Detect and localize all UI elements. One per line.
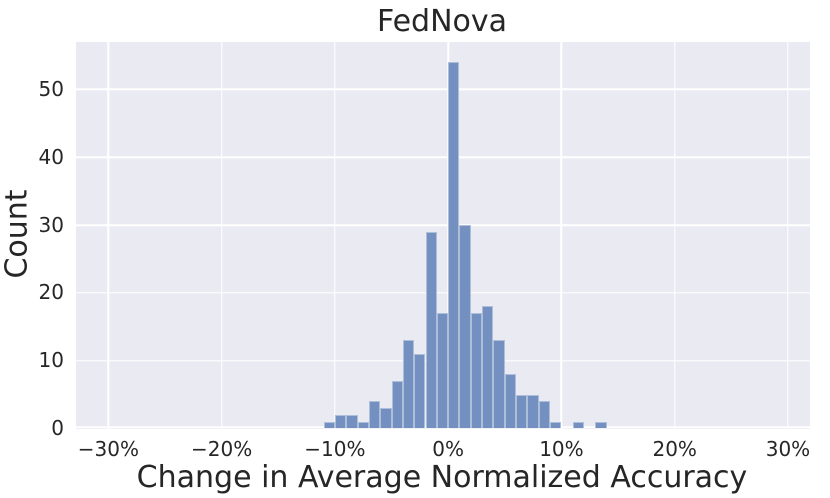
gridline-x-30 bbox=[787, 42, 789, 429]
histogram-bar bbox=[357, 421, 369, 429]
ytick-label-30: 30 bbox=[38, 212, 64, 237]
gridline-y-40 bbox=[75, 156, 810, 159]
histogram-bar bbox=[482, 306, 494, 429]
histogram-bar bbox=[414, 353, 426, 429]
histogram-bar bbox=[368, 401, 381, 429]
ytick-label-20: 20 bbox=[38, 280, 64, 305]
histogram-bar bbox=[459, 225, 471, 429]
histogram-bar bbox=[436, 313, 449, 429]
histogram-bar bbox=[538, 401, 551, 429]
ytick-label-10: 10 bbox=[38, 348, 64, 373]
ytick-label-50: 50 bbox=[38, 76, 64, 101]
histogram-bar bbox=[595, 421, 607, 429]
histogram-bar bbox=[572, 421, 585, 429]
histogram-bar bbox=[334, 414, 347, 429]
gridline-x--10 bbox=[334, 42, 336, 429]
gridline-y-20 bbox=[75, 292, 810, 294]
histogram-bar bbox=[380, 408, 392, 429]
histogram-bar bbox=[448, 62, 460, 429]
histogram-bar bbox=[391, 381, 403, 429]
ytick-label-40: 40 bbox=[38, 144, 64, 169]
histogram-bar bbox=[402, 340, 415, 429]
gridline-y-50 bbox=[75, 88, 810, 91]
xtick-label--30: −30% bbox=[77, 437, 139, 461]
plot-area bbox=[75, 42, 810, 429]
xtick-label--20: −20% bbox=[191, 437, 253, 461]
gridline-x--30 bbox=[107, 42, 110, 429]
gridline-x--20 bbox=[220, 42, 223, 429]
xtick-label-0: 0% bbox=[432, 437, 465, 461]
histogram-bar bbox=[346, 414, 358, 429]
histogram-bar bbox=[425, 231, 437, 429]
y-axis-label: Count bbox=[0, 189, 35, 279]
histogram-bar bbox=[323, 421, 335, 429]
xtick-label--10: −10% bbox=[304, 437, 366, 461]
xtick-label-10: 10% bbox=[539, 437, 584, 461]
xtick-label-20: 20% bbox=[652, 437, 697, 461]
x-axis-label: Change in Average Normalized Accuracy bbox=[136, 460, 748, 495]
gridline-x-20 bbox=[673, 42, 676, 429]
histogram-bar bbox=[470, 313, 483, 429]
histogram-bar bbox=[504, 374, 517, 429]
chart-title: FedNova bbox=[376, 4, 508, 39]
histogram-bar bbox=[527, 394, 539, 429]
gridline-x-10 bbox=[560, 42, 563, 429]
histogram-bar bbox=[493, 340, 505, 429]
histogram-bar bbox=[550, 421, 562, 429]
gridline-y-30 bbox=[75, 224, 810, 226]
xtick-label-30: 30% bbox=[765, 437, 811, 461]
ytick-label-0: 0 bbox=[51, 416, 64, 440]
histogram-bar bbox=[516, 394, 528, 429]
